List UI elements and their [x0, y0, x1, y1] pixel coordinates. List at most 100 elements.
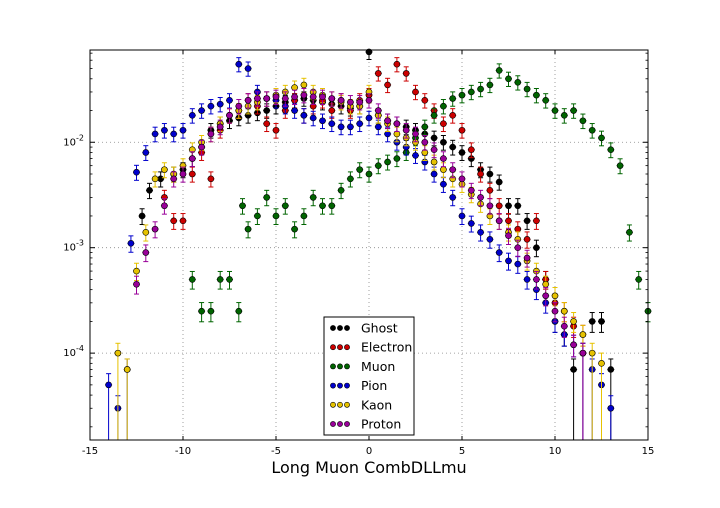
data-point — [514, 202, 522, 210]
data-point — [533, 244, 540, 251]
data-point — [133, 267, 140, 275]
legend-marker — [330, 401, 336, 408]
data-point — [412, 130, 419, 138]
legend-item-muon: Muon — [330, 359, 395, 374]
x-tick-label: 0 — [366, 446, 372, 457]
data-point — [598, 360, 605, 367]
legend-marker — [330, 363, 336, 370]
data-point — [551, 107, 559, 114]
data-point — [328, 120, 336, 127]
data-point — [440, 120, 447, 127]
data-point — [505, 217, 512, 225]
data-point — [281, 202, 289, 210]
legend-marker — [337, 382, 343, 389]
y-tick-label: 10-4 — [63, 344, 84, 359]
legend-label: Pion — [361, 378, 387, 393]
legend-label: Kaon — [361, 397, 392, 412]
data-point — [319, 202, 326, 210]
data-point — [449, 143, 457, 151]
data-point — [542, 292, 550, 300]
data-point — [486, 187, 494, 194]
data-point — [607, 366, 615, 373]
data-point — [244, 225, 252, 233]
x-axis-label: Long Muon CombDLLmu — [271, 458, 466, 477]
data-point — [309, 93, 317, 101]
data-point — [523, 276, 531, 283]
y-tick-label: 10-3 — [63, 239, 84, 254]
data-point — [138, 212, 146, 220]
legend-item-ghost: Ghost — [330, 321, 398, 336]
data-point — [207, 130, 215, 138]
data-point — [542, 97, 550, 104]
data-point — [402, 126, 410, 134]
data-point — [374, 162, 382, 169]
data-point — [291, 93, 298, 101]
data-point — [356, 166, 364, 173]
data-point — [598, 134, 605, 142]
data-point — [505, 75, 512, 83]
data-point — [570, 318, 577, 325]
data-point — [440, 180, 447, 188]
data-point — [430, 134, 438, 142]
data-point — [179, 126, 187, 134]
data-point — [319, 117, 326, 125]
data-point — [146, 187, 153, 194]
data-point — [514, 244, 522, 251]
series-muon — [188, 63, 652, 323]
legend-marker — [344, 344, 350, 351]
data-point — [467, 88, 475, 96]
legend-label: Ghost — [361, 321, 398, 336]
data-point — [514, 260, 522, 268]
data-point — [356, 120, 364, 127]
data-point — [467, 220, 475, 227]
data-point — [505, 202, 512, 210]
legend-marker — [337, 344, 343, 351]
data-point — [588, 126, 596, 134]
x-tick-label: -10 — [175, 446, 191, 457]
data-point — [374, 123, 382, 131]
data-point — [142, 149, 150, 156]
legend-marker — [330, 382, 336, 389]
data-point — [449, 194, 457, 201]
data-point — [179, 170, 187, 178]
data-point — [458, 175, 466, 183]
data-point — [235, 60, 243, 68]
data-point — [412, 152, 419, 159]
data-point — [328, 95, 336, 102]
data-point — [226, 276, 233, 283]
data-point — [588, 349, 596, 357]
legend: Ghost Electron Muon Pion Kaon Proton — [323, 316, 415, 436]
legend-marker — [330, 421, 336, 427]
data-point — [105, 381, 112, 389]
data-point — [337, 97, 345, 104]
data-point — [309, 114, 317, 122]
data-point — [393, 155, 401, 162]
legend-box — [323, 316, 415, 436]
data-point — [384, 81, 391, 89]
legend-item-kaon: Kaon — [330, 397, 392, 412]
data-point — [495, 202, 503, 210]
data-point — [151, 225, 159, 233]
x-tick-label: -5 — [271, 446, 281, 457]
data-point — [300, 81, 308, 89]
data-point — [347, 98, 354, 106]
data-point — [588, 318, 596, 325]
data-point — [244, 97, 252, 104]
data-point — [114, 349, 122, 357]
data-point — [523, 236, 531, 243]
data-point — [309, 194, 317, 201]
data-point — [337, 187, 345, 194]
data-point — [421, 123, 429, 131]
data-point — [133, 280, 140, 288]
data-point — [198, 307, 205, 315]
data-point — [570, 107, 577, 114]
data-point — [374, 70, 382, 77]
data-point — [486, 81, 494, 89]
data-point — [458, 126, 466, 134]
data-point — [486, 202, 494, 210]
data-point — [151, 130, 159, 138]
data-point — [263, 120, 271, 127]
data-point — [207, 307, 215, 315]
data-point — [216, 123, 224, 131]
data-point — [533, 276, 540, 283]
